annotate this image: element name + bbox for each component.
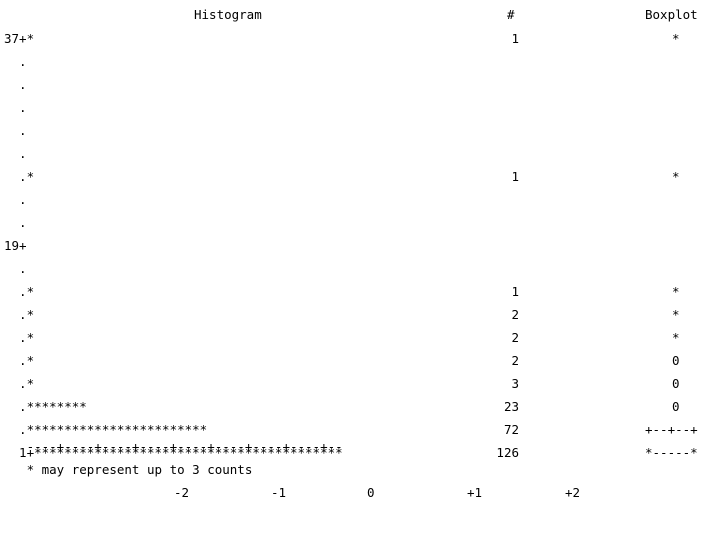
histogram-row: . [4,54,27,70]
y-axis-label: 37+ [4,31,27,46]
histogram-row: .* [4,353,34,369]
boxplot-mark: * [672,31,680,46]
boxplot-mark: 0 [672,353,680,368]
x-tick-label: +1 [467,485,483,500]
boxplot-mark: * [672,330,680,345]
histogram-bar: ****************************************… [34,445,343,460]
bin-count: 126 [496,445,519,460]
boxplot-mark: * [672,307,680,322]
bin-count: 2 [511,307,519,322]
histogram-bar: * [26,307,35,322]
x-tick-label: -1 [271,485,287,500]
histogram-bar: * [26,169,35,184]
histogram-bar: * [26,31,35,46]
histogram-row: 37+* [4,31,34,47]
y-axis-label: . [4,307,27,322]
y-axis-label: . [4,54,27,69]
histogram-row: . [4,192,27,208]
y-axis-label: . [4,399,27,414]
count-header: # [507,7,515,22]
histogram-row: .************************ [4,422,207,438]
histogram-header: Histogram [194,7,262,22]
footnote: * may represent up to 3 counts [4,462,253,477]
boxplot-mark: 0 [672,399,680,414]
bin-count: 1 [511,284,519,299]
histogram-bar: * [26,284,35,299]
y-axis-label: . [4,284,27,299]
bin-count: 23 [503,399,519,414]
histogram-bar: * [26,376,35,391]
boxplot-mark: *-----* [645,445,698,460]
y-axis-label: . [4,169,27,184]
y-axis-label: 1+ [4,445,35,460]
histogram-bar: ************************ [26,422,208,437]
histogram-row: . [4,77,27,93]
boxplot-mark: 0 [672,376,680,391]
y-axis-label: . [4,376,27,391]
histogram-row: .******** [4,399,87,415]
histogram-row: 1+**************************************… [4,445,343,461]
y-axis-label: . [4,77,27,92]
boxplot-header: Boxplot [645,7,698,22]
histogram-bar: * [26,353,35,368]
y-axis-label: . [4,192,27,207]
x-tick-label: +2 [565,485,581,500]
y-axis-label: . [4,261,27,276]
histogram-row: .* [4,169,34,185]
bin-count: 2 [511,353,519,368]
bin-count: 72 [503,422,519,437]
boxplot-mark: * [672,169,680,184]
boxplot-mark: +--+--+ [645,422,698,437]
histogram-row: .* [4,307,34,323]
y-axis-label: . [4,330,27,345]
x-tick-label: -2 [174,485,190,500]
bin-count: 1 [511,169,519,184]
histogram-row: . [4,215,27,231]
y-axis-label: 19+ [4,238,27,253]
bin-count: 1 [511,31,519,46]
x-tick-label: 0 [367,485,375,500]
histogram-row: . [4,100,27,116]
y-axis-label: . [4,422,27,437]
histogram-row: .* [4,284,34,300]
bin-count: 3 [511,376,519,391]
y-axis-label: . [4,215,27,230]
y-axis-label: . [4,100,27,115]
boxplot-mark: * [672,284,680,299]
histogram-row: .* [4,330,34,346]
y-axis-label: . [4,353,27,368]
bin-count: 2 [511,330,519,345]
histogram-row: . [4,261,27,277]
histogram-row: . [4,146,27,162]
histogram-row: 19+ [4,238,27,254]
histogram-row: .* [4,376,34,392]
y-axis-label: . [4,123,27,138]
y-axis-label: . [4,146,27,161]
histogram-bar: ******** [26,399,87,414]
x-axis-rule: ----+----+----+----+----+----+----+----+… [4,439,343,454]
histogram-bar: * [26,330,35,345]
histogram-row: . [4,123,27,139]
